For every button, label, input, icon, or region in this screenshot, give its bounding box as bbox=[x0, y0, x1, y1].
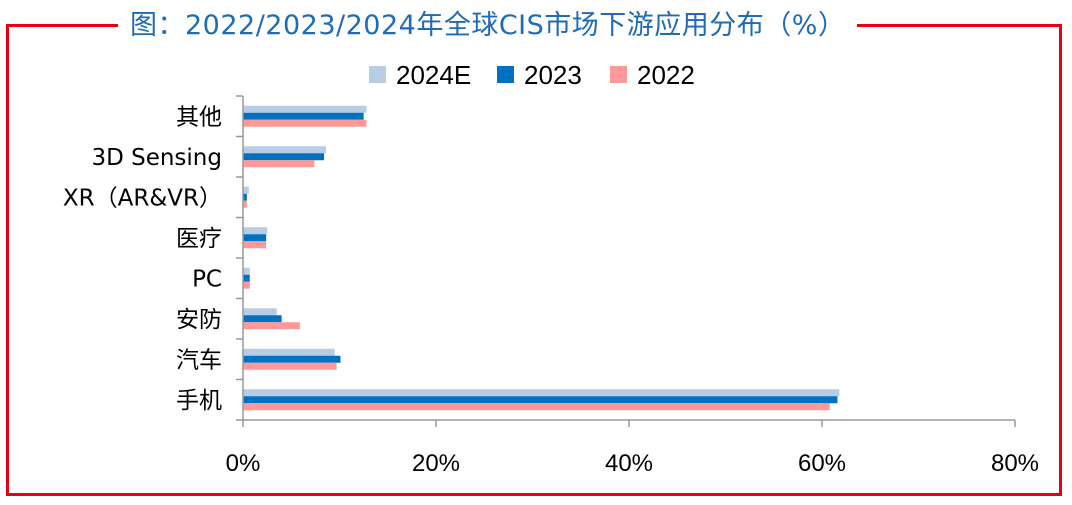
category-label-7: 手机 bbox=[176, 388, 222, 414]
bar-2022-3 bbox=[243, 241, 267, 249]
bar-2022-5 bbox=[243, 322, 300, 330]
chart-title: 图：2022/2023/2024年全球CIS市场下游应用分布（%） bbox=[118, 6, 858, 46]
legend-label-2024E: 2024E bbox=[396, 60, 471, 90]
bars bbox=[243, 105, 840, 411]
bar-2023-2 bbox=[243, 193, 247, 201]
category-label-2: XR（AR&VR） bbox=[63, 185, 222, 211]
category-label-5: 安防 bbox=[176, 307, 222, 333]
category-label-6: 汽车 bbox=[176, 347, 222, 373]
bar-2024E-4 bbox=[243, 267, 250, 275]
legend-label-2023: 2023 bbox=[524, 60, 582, 90]
bar-2023-4 bbox=[243, 274, 250, 282]
bar-2024E-0 bbox=[243, 105, 367, 113]
x-tick-label-3: 60% bbox=[798, 450, 846, 477]
bar-2023-7 bbox=[243, 396, 838, 404]
bar-2022-2 bbox=[243, 200, 247, 208]
legend-swatch-2023 bbox=[497, 66, 514, 83]
bar-2022-1 bbox=[243, 160, 315, 168]
bar-2023-6 bbox=[243, 355, 341, 363]
bar-2023-5 bbox=[243, 315, 282, 323]
bar-2024E-6 bbox=[243, 348, 335, 356]
category-label-4: PC bbox=[192, 266, 222, 292]
category-label-3: 医疗 bbox=[176, 226, 222, 252]
bar-2023-1 bbox=[243, 153, 325, 161]
bar-2024E-2 bbox=[243, 186, 249, 194]
bar-2024E-7 bbox=[243, 389, 840, 397]
x-tick-label-0: 0% bbox=[226, 450, 261, 477]
bar-2022-0 bbox=[243, 119, 367, 127]
x-tick-label-1: 20% bbox=[412, 450, 460, 477]
category-label-1: 3D Sensing bbox=[91, 145, 222, 171]
bar-2023-0 bbox=[243, 112, 364, 120]
category-label-0: 其他 bbox=[176, 104, 222, 130]
bar-2024E-5 bbox=[243, 308, 277, 316]
x-tick-label-2: 40% bbox=[605, 450, 653, 477]
bar-2022-7 bbox=[243, 403, 830, 411]
x-tick-label-4: 80% bbox=[991, 450, 1039, 477]
bar-2022-4 bbox=[243, 281, 250, 289]
legend-swatch-2024E bbox=[369, 66, 386, 83]
bar-2023-3 bbox=[243, 234, 267, 242]
legend-swatch-2022 bbox=[610, 66, 627, 83]
legend-label-2022: 2022 bbox=[637, 60, 695, 90]
bar-2024E-1 bbox=[243, 146, 326, 154]
bar-2024E-3 bbox=[243, 227, 268, 235]
legend: 2024E 2023 2022 bbox=[369, 60, 695, 90]
axes bbox=[236, 95, 1016, 427]
bar-2022-6 bbox=[243, 362, 337, 370]
